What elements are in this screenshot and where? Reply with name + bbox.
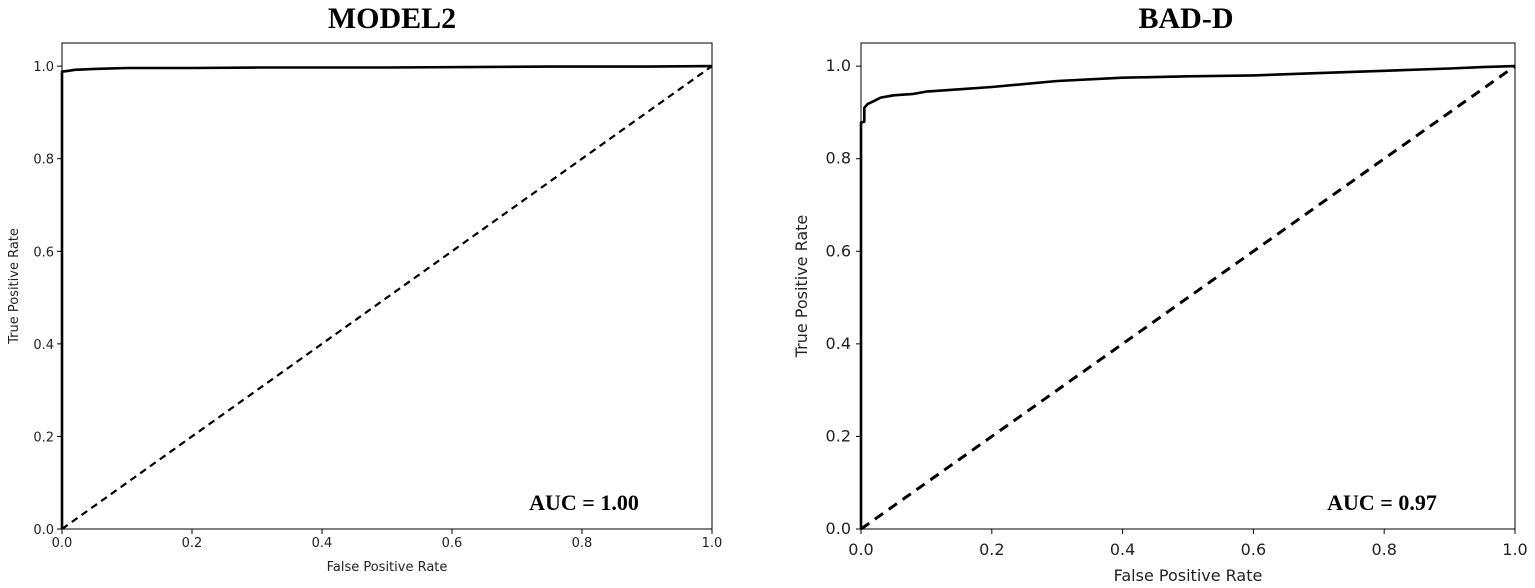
y-tick-label: 0.0 [33, 523, 54, 538]
y-axis-label: True Positive Rate [792, 215, 811, 359]
x-tick-label: 0.6 [442, 536, 463, 551]
plot-area [860, 42, 1516, 530]
roc-curve-line [60, 64, 713, 529]
chart-title: BAD-D [1139, 2, 1234, 35]
auc-annotation: AUC = 1.00 [529, 490, 639, 515]
x-tick-label: 0.6 [1241, 540, 1266, 559]
x-tick-label: 0.2 [979, 540, 1004, 559]
y-tick-label: 1.0 [33, 60, 54, 75]
x-axis-label: False Positive Rate [327, 560, 448, 575]
plot-area [61, 42, 713, 530]
x-tick-label: 0.8 [572, 536, 593, 551]
x-tick-label: 0.0 [52, 536, 73, 551]
x-tick-label: 0.2 [182, 536, 203, 551]
x-tick-label: 1.0 [702, 536, 723, 551]
x-axis-label: False Positive Rate [1114, 566, 1263, 585]
chart-title: MODEL2 [328, 2, 456, 35]
x-tick-label: 0.4 [312, 536, 333, 551]
x-tick-label: 1.0 [1502, 540, 1527, 559]
y-tick-label: 0.8 [33, 153, 54, 168]
x-tick-label: 0.8 [1371, 540, 1396, 559]
y-tick-label: 0.0 [826, 519, 851, 538]
y-tick-label: 0.6 [33, 245, 54, 260]
y-axis-label: True Positive Rate [7, 228, 22, 345]
chance-diagonal-line [61, 65, 713, 530]
y-tick-label: 0.8 [826, 149, 851, 168]
y-tick-label: 0.6 [826, 241, 851, 260]
auc-annotation: AUC = 0.97 [1327, 490, 1437, 515]
y-tick-label: 1.0 [826, 56, 851, 75]
x-tick-label: 0.4 [1110, 540, 1135, 559]
chart-bad-d: BAD-D 0.0 0.2 0.4 0.6 0.8 1.0 0.0 0.2 0.4 0.6 0.8 1.… [792, 2, 1528, 585]
y-tick-label: 0.2 [33, 430, 54, 445]
y-tick-label: 0.4 [826, 334, 851, 353]
x-tick-label: 0.0 [848, 540, 873, 559]
chart-model2: MODEL2 0.0 0.2 0.4 0.6 0.8 1.0 0.0 0.2 0.4 0.6 0.8 1… [7, 2, 722, 575]
y-tick-label: 0.2 [826, 426, 851, 445]
chance-diagonal-line [860, 64, 1516, 531]
y-tick-label: 0.4 [33, 338, 54, 353]
roc-curve-line [859, 64, 1516, 529]
